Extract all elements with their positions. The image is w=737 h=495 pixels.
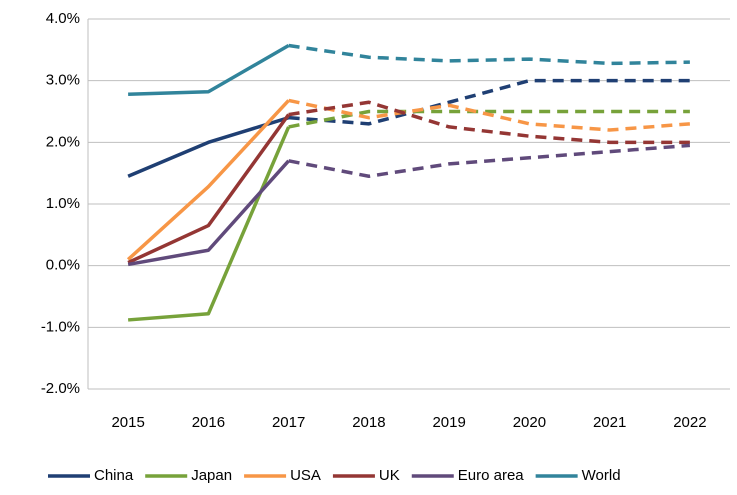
legend-label: World bbox=[582, 467, 621, 484]
y-tick-label: 0.0% bbox=[46, 257, 80, 274]
forecast-line bbox=[288, 100, 690, 145]
y-tick-label: 2.0% bbox=[46, 133, 80, 150]
series-line bbox=[128, 44, 290, 96]
y-tick-label: -2.0% bbox=[41, 380, 80, 397]
series-line bbox=[127, 159, 290, 267]
x-tick-label: 2017 bbox=[272, 414, 305, 431]
forecast-line bbox=[288, 98, 691, 132]
legend-label: USA bbox=[290, 467, 321, 484]
forecast-line bbox=[288, 43, 690, 66]
x-tick-label: 2022 bbox=[673, 414, 706, 431]
legend-label: Japan bbox=[191, 467, 232, 484]
series-line bbox=[127, 115, 290, 178]
forecast-line bbox=[288, 109, 690, 129]
forecast-line bbox=[288, 78, 690, 126]
y-tick-label: 3.0% bbox=[46, 72, 80, 89]
y-tick-label: -1.0% bbox=[41, 318, 80, 335]
legend-label: Euro area bbox=[458, 467, 525, 484]
legend-label: China bbox=[94, 467, 134, 484]
x-tick-label: 2021 bbox=[593, 414, 626, 431]
y-tick-label: 1.0% bbox=[46, 195, 80, 212]
x-tick-label: 2020 bbox=[513, 414, 546, 431]
x-tick-label: 2015 bbox=[111, 414, 144, 431]
series-line bbox=[127, 113, 291, 265]
forecast-line bbox=[288, 143, 691, 178]
y-tick-label: 4.0% bbox=[46, 10, 80, 27]
legend-label: UK bbox=[379, 467, 400, 484]
series-line bbox=[126, 99, 290, 261]
x-tick-label: 2016 bbox=[192, 414, 225, 431]
x-tick-label: 2018 bbox=[352, 414, 385, 431]
x-tick-label: 2019 bbox=[432, 414, 465, 431]
